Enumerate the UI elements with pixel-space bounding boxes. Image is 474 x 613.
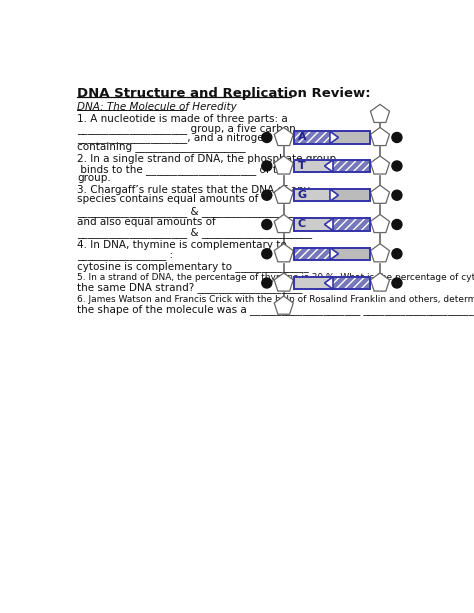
Polygon shape xyxy=(330,248,338,260)
FancyBboxPatch shape xyxy=(331,189,370,202)
Polygon shape xyxy=(371,273,390,291)
Circle shape xyxy=(392,249,402,259)
Text: DNA Structure and Replication Review:: DNA Structure and Replication Review: xyxy=(77,88,371,101)
Circle shape xyxy=(392,161,402,171)
FancyBboxPatch shape xyxy=(294,248,331,260)
Polygon shape xyxy=(325,277,333,289)
Text: cytosine is complementary to ______________: cytosine is complementary to ___________… xyxy=(77,261,309,272)
Text: G: G xyxy=(298,190,307,200)
Text: C: C xyxy=(298,219,306,229)
Text: group.: group. xyxy=(77,173,111,183)
Text: _________________ :: _________________ : xyxy=(77,251,173,261)
Polygon shape xyxy=(274,273,293,291)
Text: and also equal amounts of: and also equal amounts of xyxy=(77,217,216,227)
Text: 2. In a single strand of DNA, the phosphate group: 2. In a single strand of DNA, the phosph… xyxy=(77,154,337,164)
FancyBboxPatch shape xyxy=(294,277,331,289)
Polygon shape xyxy=(371,104,390,123)
FancyBboxPatch shape xyxy=(294,189,331,202)
FancyBboxPatch shape xyxy=(331,160,370,172)
Polygon shape xyxy=(371,215,390,232)
Text: 1. A nucleotide is made of three parts: a: 1. A nucleotide is made of three parts: … xyxy=(77,113,288,124)
Polygon shape xyxy=(371,128,390,145)
Circle shape xyxy=(262,190,272,200)
Text: _____________________ group, a five carbon: _____________________ group, a five carb… xyxy=(77,123,296,134)
Polygon shape xyxy=(274,215,293,232)
Polygon shape xyxy=(274,156,293,174)
Circle shape xyxy=(262,132,272,142)
FancyBboxPatch shape xyxy=(331,131,370,143)
Text: _____________________, and a nitrogen: _____________________, and a nitrogen xyxy=(77,132,271,143)
Text: A: A xyxy=(298,132,306,142)
FancyBboxPatch shape xyxy=(294,160,331,172)
Polygon shape xyxy=(330,131,338,143)
Circle shape xyxy=(392,219,402,229)
Circle shape xyxy=(262,278,272,288)
Polygon shape xyxy=(371,244,390,262)
Circle shape xyxy=(392,278,402,288)
Polygon shape xyxy=(325,218,333,230)
Text: 5. In a strand of DNA, the percentage of thymine is 30 %. What is the percentage: 5. In a strand of DNA, the percentage of… xyxy=(77,273,474,282)
Polygon shape xyxy=(274,244,293,262)
Text: _____________________ & _____________________: _____________________ & ________________… xyxy=(77,206,312,217)
Text: 3. Chargaff’s rule states that the DNA of any: 3. Chargaff’s rule states that the DNA o… xyxy=(77,185,310,195)
Polygon shape xyxy=(330,189,338,202)
Polygon shape xyxy=(371,185,390,204)
Text: T: T xyxy=(298,161,305,171)
Circle shape xyxy=(262,219,272,229)
Text: 6. James Watson and Francis Crick with the help of Rosalind Franklin and others,: 6. James Watson and Francis Crick with t… xyxy=(77,295,474,303)
Text: the same DNA strand? ____________________: the same DNA strand? ___________________… xyxy=(77,282,303,293)
FancyBboxPatch shape xyxy=(331,248,370,260)
Polygon shape xyxy=(274,185,293,204)
Circle shape xyxy=(392,190,402,200)
FancyBboxPatch shape xyxy=(331,277,370,289)
FancyBboxPatch shape xyxy=(331,218,370,230)
Text: species contains equal amounts of: species contains equal amounts of xyxy=(77,194,259,205)
Text: DNA: The Molecule of Heredity: DNA: The Molecule of Heredity xyxy=(77,102,237,112)
FancyBboxPatch shape xyxy=(294,131,331,143)
Circle shape xyxy=(262,249,272,259)
Text: the shape of the molecule was a _____________________ _____________________: the shape of the molecule was a ________… xyxy=(77,304,474,314)
Circle shape xyxy=(262,161,272,171)
Polygon shape xyxy=(325,160,333,172)
Text: _____________________ & _____________________: _____________________ & ________________… xyxy=(77,227,312,238)
FancyBboxPatch shape xyxy=(294,218,331,230)
Text: 4. In DNA, thymine is complementary to: 4. In DNA, thymine is complementary to xyxy=(77,240,287,250)
Polygon shape xyxy=(274,128,293,145)
Polygon shape xyxy=(274,296,293,314)
Polygon shape xyxy=(371,156,390,174)
Text: containing _____________________: containing _____________________ xyxy=(77,142,246,152)
Circle shape xyxy=(392,132,402,142)
Text: binds to the _____________________ of the next: binds to the _____________________ of th… xyxy=(77,164,317,175)
